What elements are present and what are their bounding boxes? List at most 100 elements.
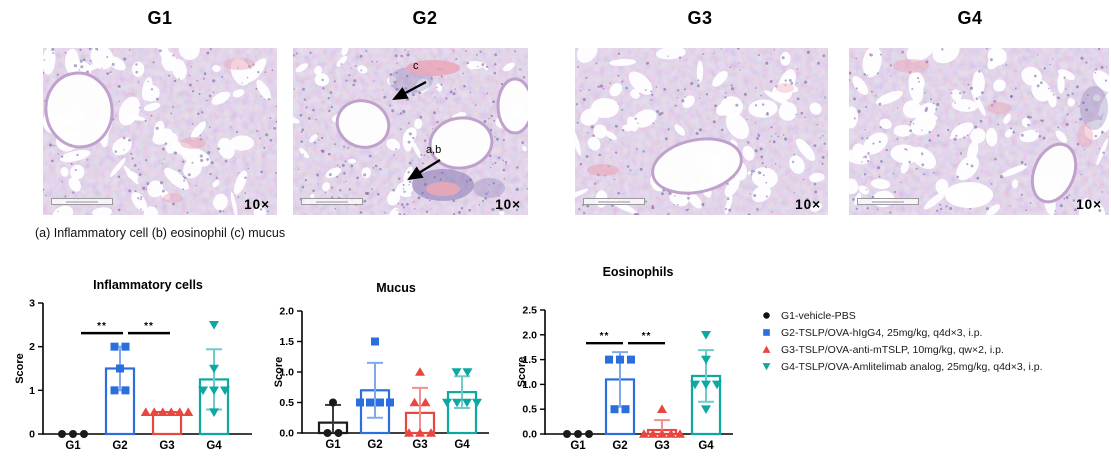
alveolar-space	[1047, 91, 1057, 108]
cell-nuclei	[753, 193, 757, 198]
cell-nuclei	[353, 79, 357, 83]
cell-nuclei	[966, 163, 969, 166]
alveolar-space	[217, 137, 235, 159]
cell-nuclei	[475, 53, 478, 56]
cell-nuclei	[774, 163, 777, 165]
x-category-label: G3	[412, 439, 427, 451]
alveolar-space	[295, 63, 309, 73]
data-point	[58, 430, 66, 438]
cell-nuclei	[917, 80, 920, 83]
cell-nuclei	[312, 108, 315, 112]
data-point	[639, 429, 649, 438]
cell-nuclei	[86, 159, 89, 161]
cell-nuclei	[384, 211, 386, 214]
cell-nuclei	[724, 207, 728, 211]
alveolar-space	[890, 144, 920, 164]
cell-nuclei	[130, 152, 133, 155]
cell-nuclei	[950, 92, 953, 95]
cell-nuclei	[440, 83, 443, 86]
cell-nuclei	[454, 88, 457, 91]
cell-nuclei	[1081, 101, 1085, 105]
cell-nuclei	[668, 191, 672, 196]
cell-nuclei	[192, 90, 195, 92]
cell-nuclei	[1020, 160, 1024, 164]
cell-nuclei	[1102, 151, 1105, 155]
cell-nuclei	[651, 93, 654, 96]
cell-nuclei	[402, 109, 406, 113]
cell-nuclei	[161, 162, 163, 165]
cell-nuclei	[389, 73, 393, 76]
alveolar-space	[687, 192, 703, 209]
square-glyph	[763, 329, 770, 336]
cell-nuclei	[363, 199, 367, 203]
cell-nuclei	[256, 130, 259, 133]
cell-nuclei	[1100, 130, 1104, 134]
cell-nuclei	[750, 169, 754, 173]
cell-nuclei	[727, 197, 730, 201]
alveolar-space	[68, 177, 81, 192]
alveolar-space	[724, 177, 740, 197]
data-point	[121, 386, 130, 395]
cell-nuclei	[492, 100, 495, 104]
cell-nuclei	[909, 123, 911, 126]
cell-nuclei	[521, 141, 525, 144]
cell-nuclei	[674, 104, 677, 107]
cell-nuclei	[1005, 64, 1008, 66]
cell-nuclei	[408, 161, 412, 165]
cell-nuclei	[698, 128, 703, 132]
cell-nuclei	[182, 188, 185, 191]
cell-nuclei	[979, 119, 983, 123]
cell-nuclei	[634, 117, 637, 120]
x-category-label: G4	[454, 439, 470, 451]
cell-nuclei	[74, 169, 77, 172]
cell-nuclei	[307, 117, 311, 120]
alveolar-space	[576, 48, 598, 63]
cell-nuclei	[299, 113, 303, 117]
cell-nuclei	[784, 84, 787, 87]
cell-nuclei	[237, 196, 240, 199]
cell-nuclei	[1012, 131, 1015, 134]
eosinophilic-area	[893, 59, 929, 73]
cell-nuclei	[904, 148, 907, 151]
cell-nuclei	[372, 167, 375, 169]
cell-nuclei	[586, 204, 590, 208]
cell-nuclei	[980, 91, 984, 95]
alveolar-space	[232, 89, 245, 98]
series-g1	[563, 430, 593, 438]
alveolar-space	[1000, 164, 1028, 177]
cell-nuclei	[133, 163, 137, 167]
alveolar-space	[436, 83, 443, 92]
cell-nuclei	[345, 180, 347, 183]
cell-nuclei	[896, 107, 899, 109]
series-g3	[404, 367, 436, 437]
cell-nuclei	[79, 48, 82, 51]
cell-nuclei	[849, 71, 852, 75]
y-tick-label: 1	[29, 385, 35, 397]
chart-title: Eosinophils	[603, 265, 674, 279]
cell-nuclei	[667, 128, 670, 131]
inflammatory-infiltrate	[473, 178, 505, 198]
alveolar-space	[414, 118, 423, 129]
cell-nuclei	[495, 137, 499, 141]
y-tick-label: 0.5	[522, 404, 537, 416]
bar	[646, 428, 678, 436]
cell-nuclei	[117, 84, 121, 88]
cell-nuclei	[959, 92, 962, 95]
data-point	[116, 364, 124, 373]
cell-nuclei	[909, 129, 913, 133]
cell-nuclei	[924, 109, 928, 112]
alveolar-space	[725, 112, 749, 140]
alveolar-space	[212, 64, 221, 72]
cell-nuclei	[1042, 136, 1046, 140]
data-point	[356, 398, 364, 407]
annotation-arrow	[407, 159, 441, 181]
cell-nuclei	[197, 112, 200, 116]
alveolar-space	[253, 205, 267, 215]
cell-nuclei	[352, 83, 356, 87]
cell-nuclei	[135, 70, 139, 74]
cell-nuclei	[187, 173, 191, 177]
annotation-arrow	[392, 81, 427, 101]
cell-nuclei	[155, 97, 159, 101]
legend-item-g4: G4-TSLP/OVA-Amlitelimab analog, 25mg/kg,…	[762, 358, 1043, 375]
cell-nuclei	[217, 147, 220, 151]
